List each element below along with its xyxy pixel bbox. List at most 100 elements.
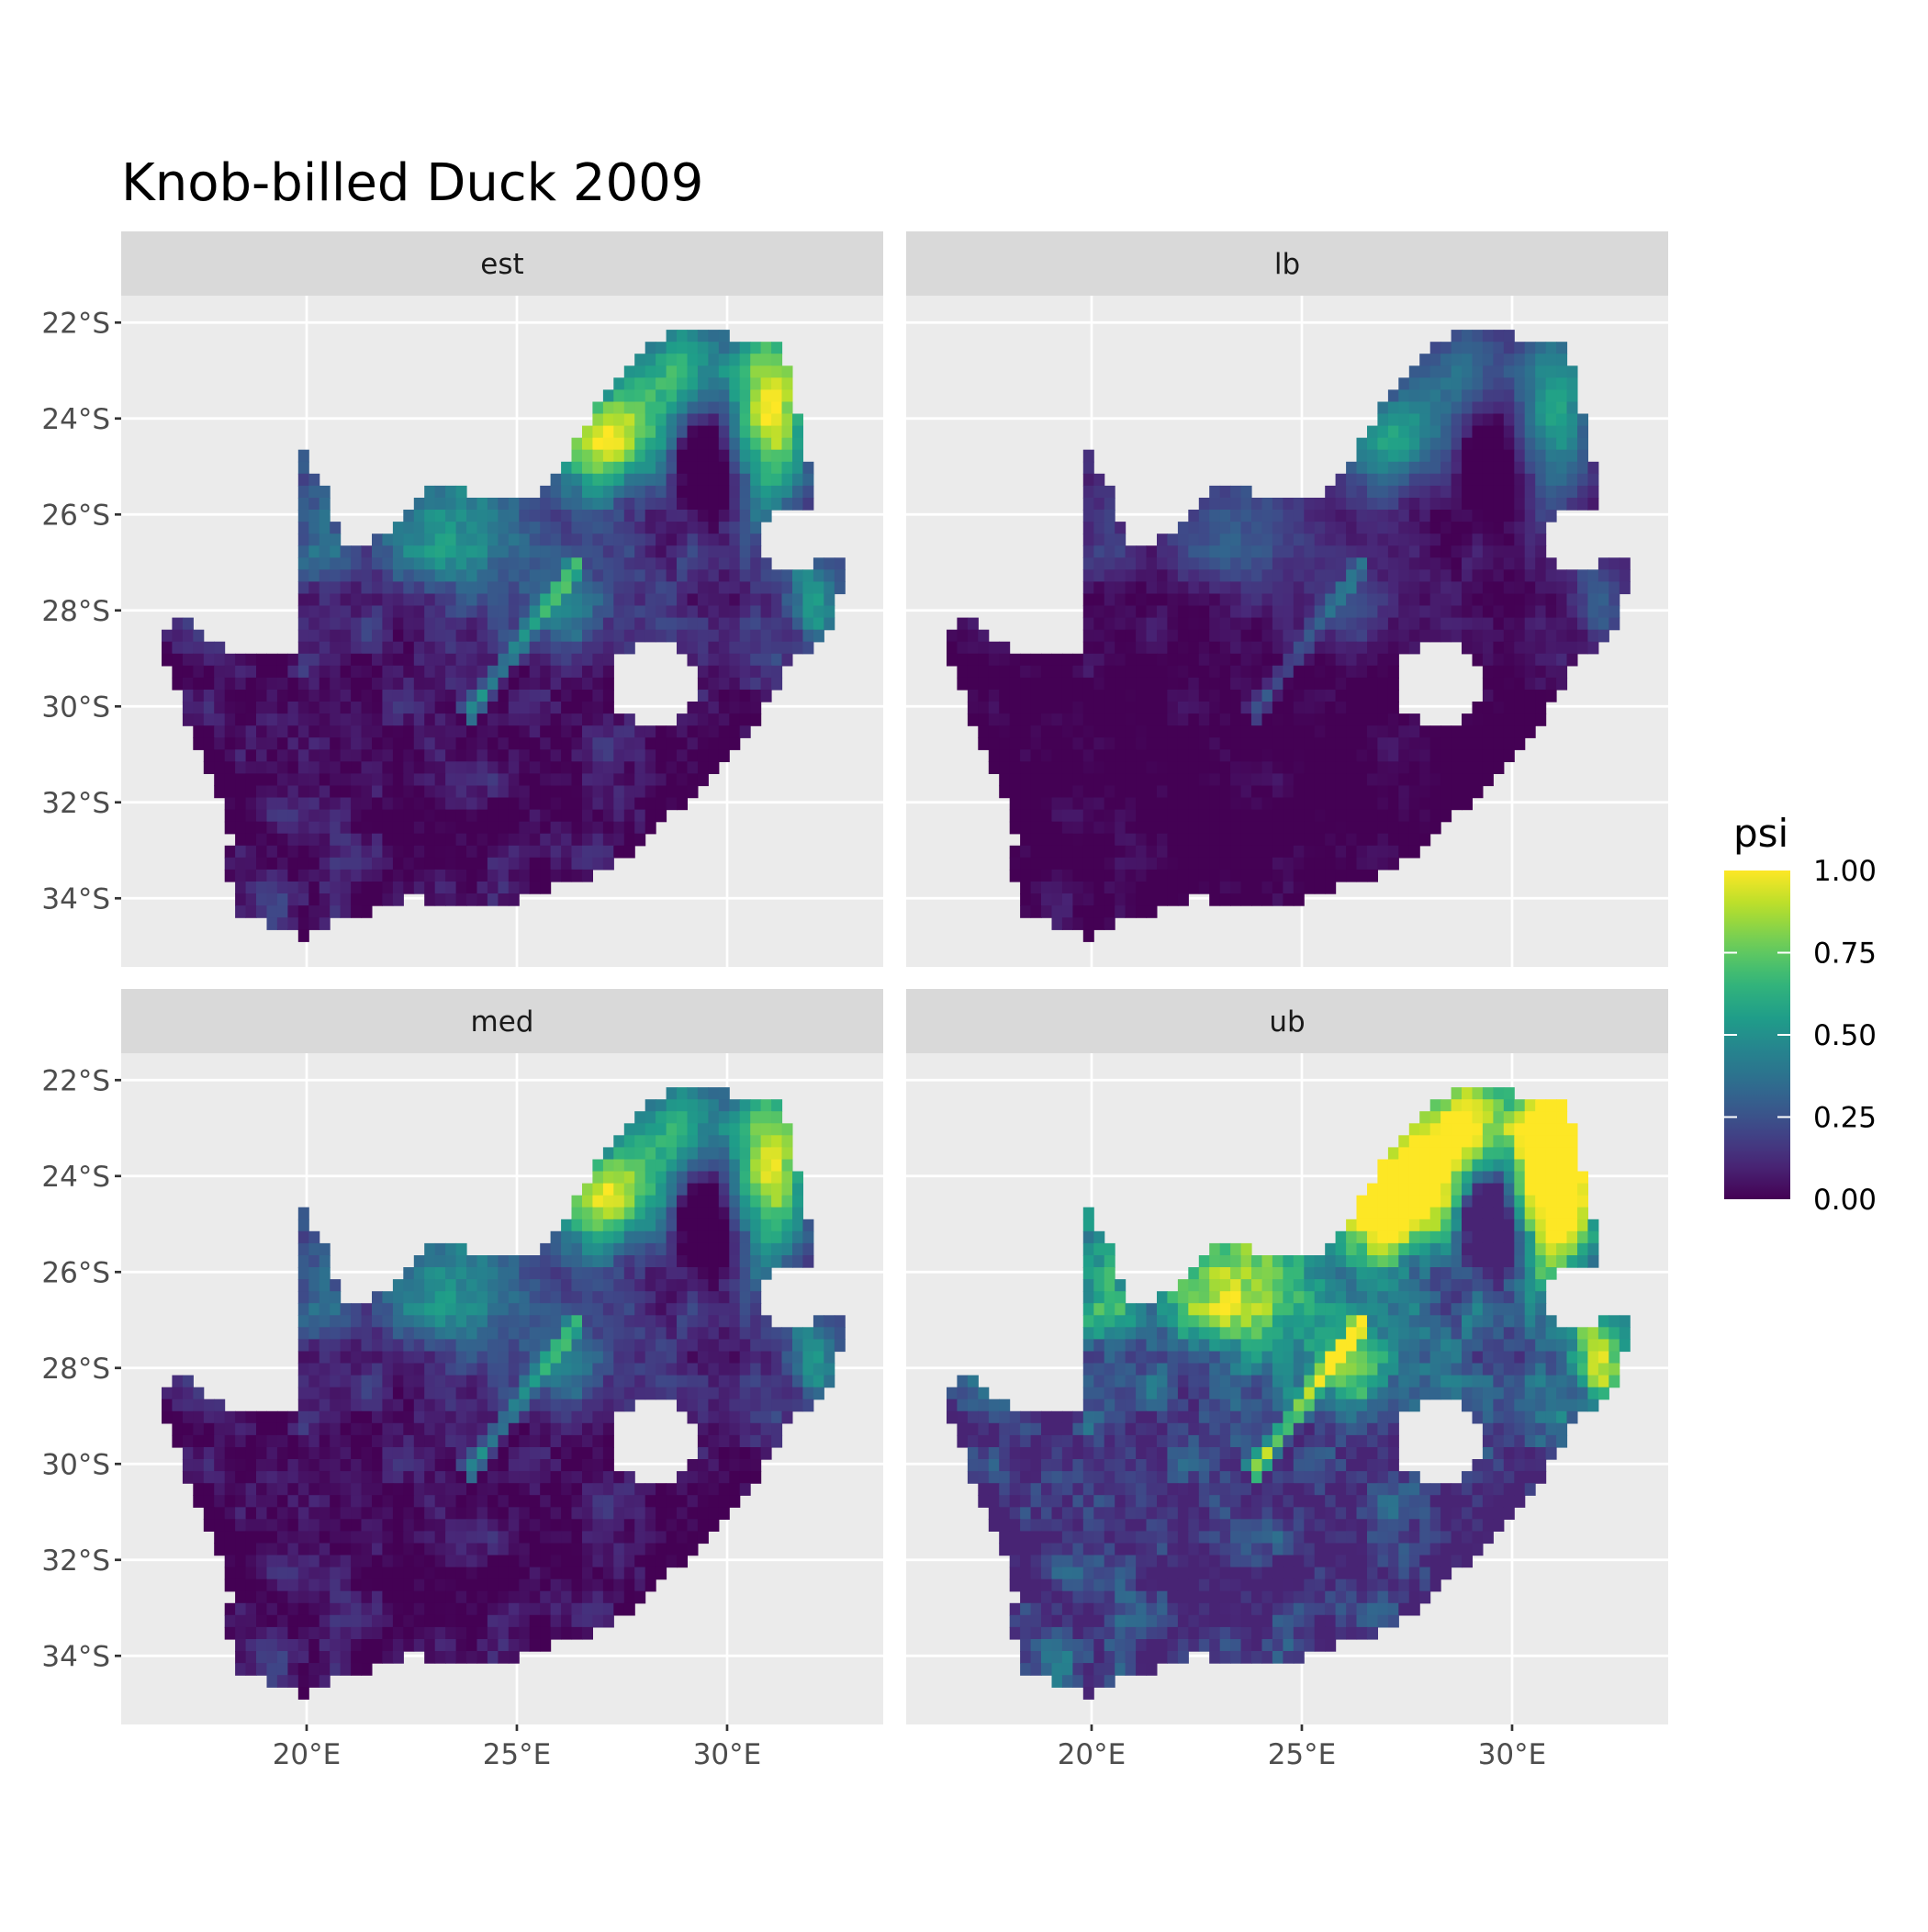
- raster-cell: [792, 486, 803, 499]
- raster-cell: [1325, 773, 1336, 786]
- raster-cell: [968, 702, 979, 714]
- raster-cell: [729, 1471, 740, 1484]
- raster-cell: [561, 737, 572, 750]
- raster-cell: [572, 798, 583, 811]
- raster-cell: [1251, 569, 1262, 582]
- raster-cell: [1104, 822, 1115, 835]
- raster-cell: [1409, 606, 1420, 619]
- raster-cell: [330, 702, 341, 714]
- raster-cell: [509, 630, 520, 643]
- raster-cell: [613, 557, 624, 570]
- raster-cell: [1546, 450, 1557, 463]
- raster-cell: [1104, 666, 1115, 679]
- raster-cell: [1525, 678, 1536, 691]
- raster-cell: [572, 702, 583, 714]
- raster-cell: [1452, 486, 1463, 499]
- raster-cell: [698, 1411, 709, 1424]
- raster-cell: [677, 1267, 688, 1280]
- raster-cell: [613, 1315, 624, 1328]
- raster-cell: [403, 1447, 414, 1460]
- raster-cell: [688, 510, 699, 522]
- raster-cell: [1483, 426, 1494, 439]
- raster-cell: [1083, 834, 1094, 847]
- raster-cell: [1452, 630, 1463, 643]
- raster-cell: [362, 893, 373, 906]
- raster-cell: [645, 773, 656, 786]
- raster-cell: [330, 1447, 341, 1460]
- raster-cell: [204, 761, 215, 774]
- raster-cell: [1230, 893, 1241, 906]
- raster-cell: [1440, 438, 1452, 451]
- raster-cell: [1398, 414, 1409, 427]
- raster-cell: [813, 1315, 824, 1328]
- raster-cell: [729, 522, 740, 534]
- raster-cell: [572, 1208, 583, 1220]
- raster-cell: [1104, 846, 1115, 859]
- raster-cell: [645, 389, 656, 402]
- raster-cell: [698, 557, 709, 570]
- raster-cell: [1072, 666, 1083, 679]
- raster-cell: [551, 1243, 562, 1256]
- raster-cell: [330, 737, 341, 750]
- raster-cell: [235, 1459, 246, 1472]
- raster-cell: [1147, 737, 1158, 750]
- raster-cell: [456, 1459, 467, 1472]
- raster-cell: [771, 618, 782, 631]
- raster-cell: [1514, 342, 1525, 354]
- raster-cell: [1188, 858, 1199, 871]
- raster-cell: [225, 1459, 236, 1472]
- raster-cell: [603, 713, 614, 726]
- raster-cell: [1367, 846, 1378, 859]
- raster-cell: [1272, 822, 1283, 835]
- raster-cell: [341, 713, 352, 726]
- raster-cell: [656, 1111, 667, 1124]
- raster-cell: [1199, 678, 1210, 691]
- raster-cell: [677, 749, 688, 762]
- raster-cell: [1251, 498, 1262, 511]
- raster-cell: [1388, 450, 1399, 463]
- raster-cell: [382, 569, 393, 582]
- raster-cell: [719, 1327, 730, 1340]
- raster-cell: [677, 1279, 688, 1292]
- raster-cell: [698, 365, 709, 378]
- raster-cell: [1147, 822, 1158, 835]
- raster-cell: [561, 654, 572, 667]
- raster-cell: [782, 654, 793, 667]
- raster-cell: [403, 1483, 414, 1496]
- raster-cell: [362, 1411, 373, 1424]
- raster-cell: [1577, 630, 1588, 643]
- raster-cell: [1357, 725, 1368, 738]
- raster-cell: [435, 737, 446, 750]
- raster-cell: [1199, 737, 1210, 750]
- raster-cell: [708, 438, 719, 451]
- raster-cell: [1136, 893, 1147, 906]
- raster-cell: [1167, 594, 1178, 607]
- raster-cell: [246, 1435, 257, 1448]
- raster-cell: [330, 713, 341, 726]
- raster-cell: [477, 1399, 488, 1412]
- raster-cell: [1209, 618, 1220, 631]
- raster-cell: [582, 1471, 593, 1484]
- raster-cell: [1430, 498, 1441, 511]
- raster-cell: [613, 1352, 624, 1365]
- raster-cell: [1251, 893, 1262, 906]
- raster-cell: [1440, 414, 1452, 427]
- raster-cell: [645, 1231, 656, 1244]
- raster-cell: [1115, 846, 1126, 859]
- raster-cell: [530, 678, 541, 691]
- raster-cell: [382, 1459, 393, 1472]
- raster-cell: [613, 462, 624, 475]
- raster-cell: [1493, 581, 1504, 594]
- raster-cell: [1294, 534, 1305, 546]
- raster-cell: [466, 702, 477, 714]
- raster-cell: [1336, 557, 1347, 570]
- raster-cell: [1262, 737, 1273, 750]
- raster-cell: [540, 773, 551, 786]
- raster-cell: [740, 654, 751, 667]
- raster-cell: [424, 822, 435, 835]
- raster-cell: [957, 654, 968, 667]
- raster-cell: [256, 882, 267, 894]
- raster-cell: [719, 389, 730, 402]
- raster-cell: [771, 581, 782, 594]
- raster-cell: [308, 893, 319, 906]
